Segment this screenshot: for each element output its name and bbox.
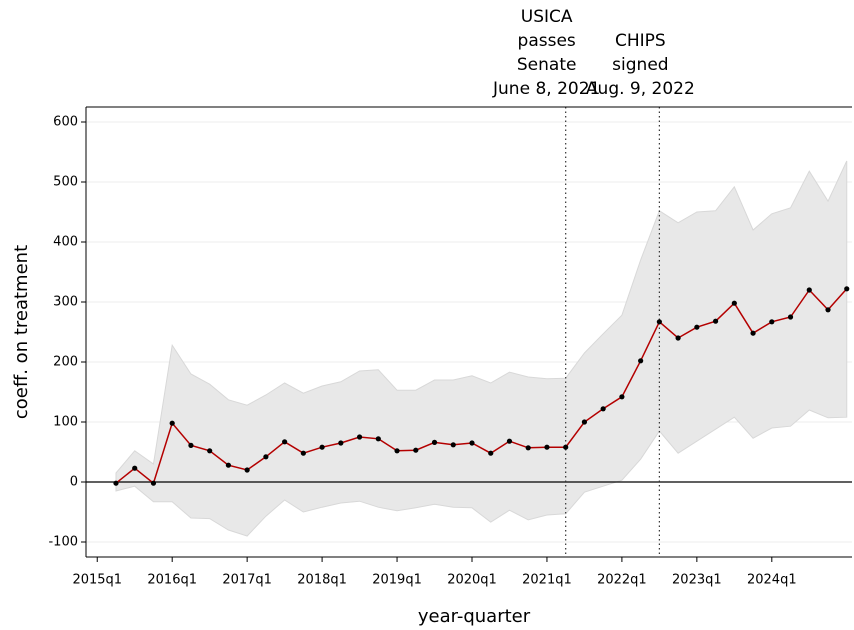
point: [731, 300, 737, 306]
annotation-text: USICA: [521, 7, 573, 27]
estimate-line: [115, 288, 848, 485]
point: [581, 419, 588, 425]
point: [638, 358, 644, 364]
x-tick-label: 2019q1: [372, 573, 422, 588]
point: [431, 439, 438, 445]
point: [563, 444, 569, 450]
point: [469, 440, 475, 446]
annotation-text: signed: [612, 55, 668, 75]
x-tick-label: 2015q1: [72, 573, 122, 588]
x-tick-label: 2022q1: [597, 573, 647, 588]
point: [806, 287, 812, 293]
point: [750, 330, 756, 336]
point: [132, 465, 138, 471]
point: [600, 406, 606, 412]
point: [225, 462, 232, 468]
x-tick-label: 2020q1: [447, 573, 497, 588]
point: [356, 434, 363, 440]
point: [694, 324, 700, 330]
x-tick-label: 2018q1: [297, 573, 347, 588]
point: [300, 450, 306, 456]
annotation-text: Senate: [517, 55, 577, 75]
point: [787, 314, 794, 320]
point: [525, 445, 531, 451]
point: [506, 438, 513, 444]
x-tick-label: 2017q1: [222, 573, 272, 588]
point: [375, 436, 381, 442]
point: [544, 444, 550, 450]
point: [488, 450, 494, 456]
point: [675, 335, 681, 341]
point: [450, 442, 456, 448]
y-tick-label: 200: [53, 355, 78, 370]
point: [413, 447, 419, 453]
point: [207, 448, 213, 454]
point: [712, 318, 719, 324]
y-tick-label: -100: [48, 535, 78, 550]
annotation-text: CHIPS: [615, 31, 666, 51]
y-tick-label: 500: [53, 175, 78, 190]
point: [319, 444, 325, 450]
y-axis-label: coeff. on treatment: [11, 245, 32, 419]
y-tick-label: 100: [53, 415, 78, 430]
point: [113, 480, 119, 486]
x-tick-label: 2024q1: [747, 573, 797, 588]
point: [338, 440, 344, 446]
point: [825, 307, 831, 313]
y-tick-label: 600: [53, 115, 78, 130]
annotation-text: passes: [518, 31, 576, 51]
annotation-text: June 8, 2021: [492, 79, 600, 99]
point: [769, 319, 775, 325]
y-tick-label: 300: [53, 295, 78, 310]
y-tick-label: 400: [53, 235, 78, 250]
point: [244, 467, 250, 473]
point: [169, 420, 175, 426]
point: [844, 286, 850, 292]
point: [150, 480, 157, 486]
y-tick-label: 0: [70, 475, 78, 490]
point: [656, 319, 662, 325]
annotation-text: Aug. 9, 2022: [586, 79, 695, 99]
point: [188, 442, 194, 448]
x-axis-label: year-quarter: [418, 606, 531, 627]
point: [619, 394, 625, 400]
confidence-band: [115, 160, 848, 537]
x-tick-label: 2023q1: [672, 573, 722, 588]
point: [282, 439, 288, 445]
x-tick-label: 2021q1: [522, 573, 572, 588]
point: [394, 448, 400, 454]
x-tick-label: 2016q1: [147, 573, 197, 588]
point: [263, 454, 269, 460]
